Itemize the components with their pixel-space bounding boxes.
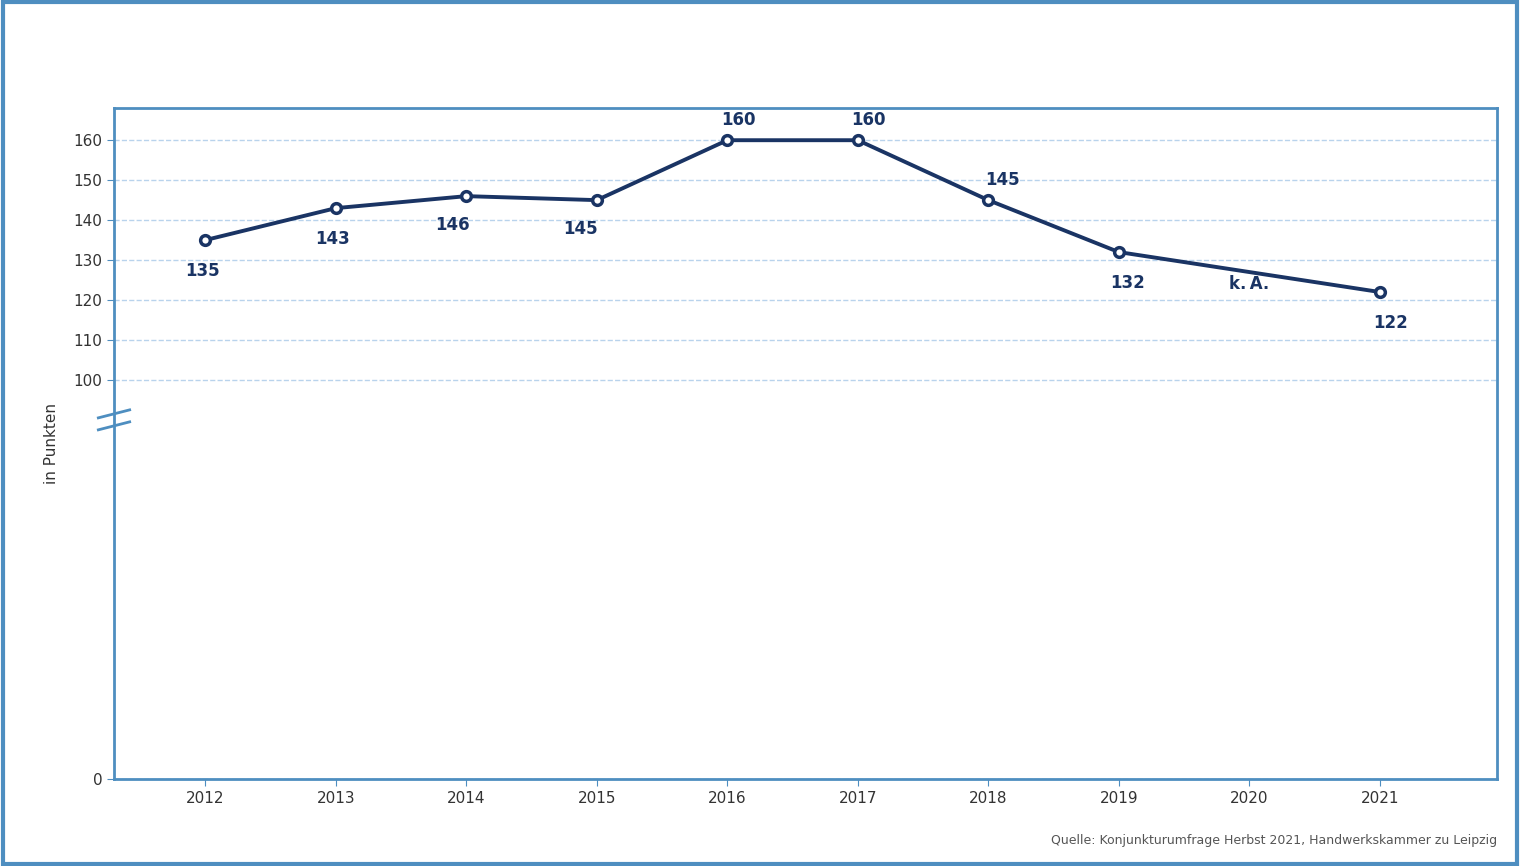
Text: 145: 145 (985, 171, 1020, 189)
Y-axis label: in Punkten: in Punkten (44, 404, 59, 484)
Text: Quelle: Konjunkturumfrage Herbst 2021, Handwerkskammer zu Leipzig: Quelle: Konjunkturumfrage Herbst 2021, H… (1050, 834, 1497, 847)
Text: k. A.: k. A. (1230, 275, 1269, 293)
Text: Geschäftsklimaindex – Herbst: Geschäftsklimaindex – Herbst (20, 39, 485, 67)
Text: 122: 122 (1374, 314, 1408, 333)
Text: 146: 146 (435, 216, 470, 234)
Text: 135: 135 (185, 262, 220, 281)
Text: 132: 132 (1110, 275, 1145, 293)
Text: 160: 160 (720, 111, 755, 129)
Text: 160: 160 (851, 111, 886, 129)
Text: 143: 143 (316, 230, 351, 249)
Text: 145: 145 (562, 220, 597, 237)
